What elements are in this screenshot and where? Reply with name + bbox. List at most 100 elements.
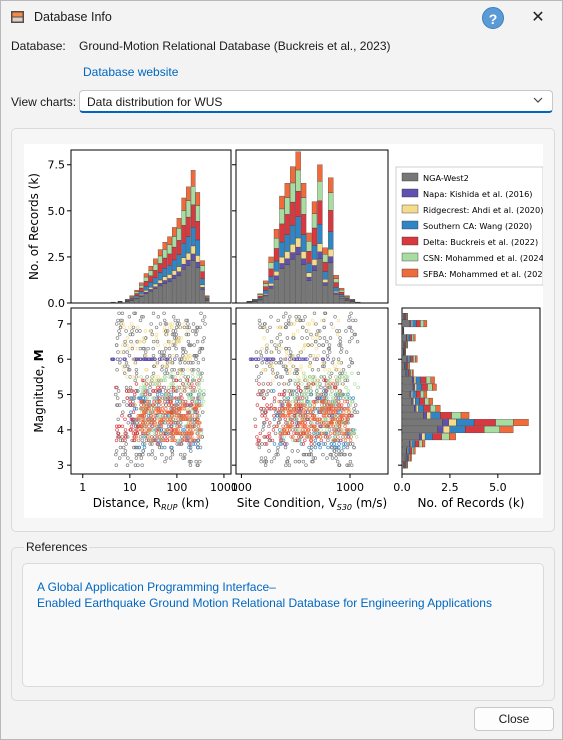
scatter-point — [115, 368, 119, 372]
scatter-point — [166, 424, 171, 428]
scatter-point — [185, 417, 190, 421]
scatter-point — [122, 368, 126, 372]
histogram-bar — [349, 301, 356, 304]
scatter-point — [266, 357, 270, 361]
histogram-bar — [338, 289, 345, 293]
scatter-point — [265, 346, 269, 351]
scatter-point — [310, 368, 315, 372]
scatter-point — [155, 361, 159, 365]
scatter-point — [128, 325, 132, 330]
scatter-point — [163, 371, 167, 376]
scatter-point — [278, 325, 282, 330]
database-website-link[interactable]: Database website — [83, 65, 179, 79]
reference-link-line1[interactable]: A Global Application Programming Interfa… — [37, 580, 276, 594]
scatter-point — [296, 329, 300, 333]
scatter-point — [201, 357, 206, 361]
histogram-bar — [181, 269, 186, 304]
scatter-point — [189, 417, 194, 421]
scatter-point — [129, 417, 134, 421]
scatter-point — [140, 463, 144, 467]
scatter-point — [143, 421, 147, 425]
histogram-bar — [401, 355, 408, 363]
scatter-point — [178, 371, 183, 376]
scatter-point — [330, 417, 335, 421]
scatter-point — [122, 325, 126, 330]
scatter-point — [128, 399, 132, 404]
scatter-point — [271, 428, 276, 432]
scatter-point — [277, 350, 281, 354]
scatter-point — [164, 346, 168, 351]
scatter-point — [168, 325, 172, 330]
histogram-bar — [401, 433, 420, 441]
scatter-point — [176, 336, 180, 340]
scatter-point — [127, 346, 132, 351]
scatter-point — [198, 428, 202, 432]
scatter-point — [335, 382, 340, 386]
scatter-point — [272, 399, 277, 404]
scatter-point — [124, 361, 129, 365]
scatter-point — [308, 389, 313, 393]
view-charts-dropdown[interactable]: Data distribution for WUS — [79, 90, 553, 113]
scatter-point — [324, 414, 328, 418]
scatter-point — [296, 382, 300, 386]
scatter-point — [264, 357, 268, 361]
reference-link[interactable]: A Global Application Programming Interfa… — [37, 579, 492, 611]
scatter-point — [137, 445, 142, 450]
scatter-point — [286, 399, 291, 404]
scatter-point — [197, 382, 201, 386]
scatter-point — [190, 368, 194, 372]
scatter-point — [333, 428, 337, 432]
scatter-point — [123, 357, 127, 361]
scatter-point — [332, 396, 336, 400]
close-button[interactable]: Close — [474, 707, 554, 731]
scatter-point — [162, 354, 167, 358]
scatter-point — [169, 399, 174, 404]
scatter-point — [333, 445, 337, 450]
scatter-point — [160, 350, 164, 354]
scatter-point — [142, 339, 147, 344]
histogram-bar — [411, 369, 414, 377]
scatter-point — [294, 403, 299, 407]
scatter-point — [117, 329, 121, 333]
scatter-point — [352, 428, 356, 432]
scatter-point — [316, 329, 320, 333]
scatter-point — [265, 435, 270, 439]
histogram-bar — [300, 234, 307, 252]
scatter-point — [139, 315, 144, 319]
scatter-point — [118, 361, 122, 365]
scatter-point — [304, 378, 308, 383]
scatter-point — [255, 403, 260, 407]
scatter-point — [192, 343, 196, 347]
scatter-point — [314, 339, 318, 344]
scatter-point — [177, 357, 182, 361]
scatter-point — [136, 428, 140, 432]
scatter-point — [118, 445, 123, 450]
scatter-point — [298, 368, 303, 372]
histogram-bar — [344, 300, 350, 304]
scatter-point — [161, 414, 165, 418]
histogram-bar — [424, 433, 433, 441]
scatter-point — [188, 435, 192, 439]
scatter-point — [296, 438, 300, 443]
scatter-point — [174, 414, 179, 418]
scatter-point — [188, 445, 193, 450]
close-window-icon[interactable]: ✕ — [531, 9, 545, 26]
scatter-point — [170, 368, 174, 372]
scatter-point — [329, 322, 334, 326]
histogram-bar — [186, 200, 191, 218]
scatter-point — [326, 410, 330, 414]
scatter-point — [305, 378, 310, 383]
histogram-bar — [167, 278, 172, 282]
help-icon[interactable]: ? — [482, 7, 504, 29]
scatter-point — [143, 385, 148, 390]
scatter-point — [169, 431, 174, 436]
scatter-point — [286, 403, 290, 407]
scatter-point — [307, 364, 312, 369]
scatter-point — [169, 382, 174, 386]
scatter-point — [279, 346, 283, 351]
scatter-point — [138, 357, 142, 361]
scatter-point — [349, 435, 353, 439]
scatter-point — [196, 438, 200, 443]
scatter-point — [151, 403, 156, 407]
reference-link-line2[interactable]: Enabled Earthquake Ground Motion Relatio… — [37, 596, 492, 610]
